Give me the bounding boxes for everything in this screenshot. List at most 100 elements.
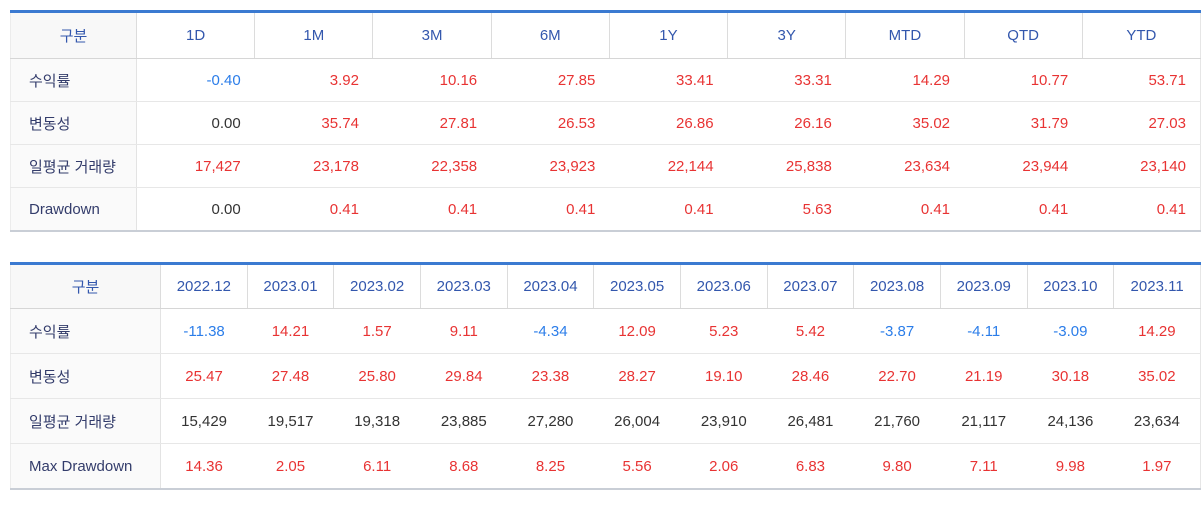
monthly-table-body: 수익률 -11.38 14.21 1.57 9.11 -4.34 12.09 5.23 5.42… <box>10 308 1201 489</box>
value-cell: 26,004 <box>593 398 681 444</box>
value-cell: 0.00 <box>211 200 241 218</box>
value-cell: 23,910 <box>680 398 768 444</box>
value-cell: 5.56 <box>622 457 652 475</box>
value-cell: 21.19 <box>940 353 1028 399</box>
value-cell: -4.11 <box>940 308 1028 354</box>
column-header: QTD <box>964 11 1083 59</box>
table-row: Max Drawdown 14.36 2.05 6.11 8.68 8.25 5.56 2.0… <box>10 443 1201 489</box>
row-label: 변동성 <box>10 353 161 399</box>
period-table-body: 수익률 -0.40 3.92 10.16 27.85 33.41 33.31 14.29 10.… <box>10 58 1201 231</box>
value-cell: 29.84 <box>420 353 508 399</box>
value-cell: 14.29 <box>845 58 965 102</box>
row-label: Drawdown <box>10 187 137 231</box>
table-row: 변동성 0.00 35.74 27.81 26.53 26.86 26.16 35.02 31.… <box>10 101 1201 145</box>
value-cell: 15,429 <box>160 398 248 444</box>
value-cell: 23,140 <box>1082 144 1201 188</box>
value-cell: 21,117 <box>940 398 1028 444</box>
value-cell: -4.34 <box>507 308 594 354</box>
value-cell: 35.74 <box>254 101 373 145</box>
column-header: 1Y <box>609 11 729 59</box>
value-cell: 5.63 <box>802 200 832 218</box>
value-cell: -11.38 <box>160 308 248 354</box>
monthly-performance-table: 구분 2022.12 2023.01 2023.02 2023.03 2023.04 202… <box>10 262 1201 490</box>
column-header: MTD <box>845 11 965 59</box>
value-cell: 2.06 <box>709 457 739 475</box>
value-cell: 19,318 <box>333 398 421 444</box>
value-cell: 23,885 <box>420 398 508 444</box>
value-cell: 33.41 <box>609 58 728 102</box>
value-cell: 23,634 <box>1113 398 1201 444</box>
value-cell: -3.87 <box>853 308 941 354</box>
column-header: 2023.09 <box>940 263 1028 309</box>
corner-header-gubun: 구분 <box>10 263 161 309</box>
column-header: 2023.10 <box>1027 263 1115 309</box>
table-row: 수익률 -11.38 14.21 1.57 9.11 -4.34 12.09 5.23 5.42… <box>10 308 1201 354</box>
value-cell: 35.02 <box>845 101 965 145</box>
column-header: 3Y <box>727 11 847 59</box>
performance-tables-panel: 구분 1D 1M 3M 6M 1Y 3Y MTD QTD YTD 수익률 -0.40 3.92 10.1… <box>10 10 1201 490</box>
value-cell: 17,427 <box>136 144 255 188</box>
value-cell: 5.42 <box>767 308 854 354</box>
value-cell: 26.16 <box>727 101 846 145</box>
value-cell: 12.09 <box>593 308 681 354</box>
value-cell: 10.16 <box>372 58 492 102</box>
value-cell: 27.81 <box>372 101 492 145</box>
value-cell: 9.11 <box>420 308 508 354</box>
column-header: 2023.08 <box>853 263 941 309</box>
column-header: 6M <box>491 11 610 59</box>
period-table-header: 구분 1D 1M 3M 6M 1Y 3Y MTD QTD YTD <box>10 11 1201 59</box>
value-cell: 6.83 <box>795 457 826 475</box>
row-label: 변동성 <box>10 101 137 145</box>
column-header: 2023.04 <box>507 263 595 309</box>
value-cell: 26.86 <box>609 101 728 145</box>
period-performance-table: 구분 1D 1M 3M 6M 1Y 3Y MTD QTD YTD 수익률 -0.40 3.92 10.1… <box>10 10 1201 232</box>
value-cell: 35.02 <box>1113 353 1201 399</box>
value-cell: 0.41 <box>684 200 714 218</box>
column-header: 1D <box>136 11 256 59</box>
value-cell: 3.92 <box>254 58 373 102</box>
value-cell: 27.48 <box>247 353 334 399</box>
row-label: 수익률 <box>10 58 137 102</box>
column-header: 2023.07 <box>767 263 855 309</box>
value-cell: 22.70 <box>853 353 941 399</box>
value-cell: 0.00 <box>136 101 255 145</box>
value-cell: 5.23 <box>680 308 768 354</box>
value-cell: 19,517 <box>247 398 334 444</box>
value-cell: 23,944 <box>964 144 1083 188</box>
value-cell: -0.40 <box>136 58 255 102</box>
table-row: 변동성 25.47 27.48 25.80 29.84 23.38 28.27 19.10 28… <box>10 353 1201 399</box>
value-cell: 27,280 <box>507 398 594 444</box>
value-cell: 2.05 <box>275 457 306 475</box>
column-header: 2023.05 <box>593 263 681 309</box>
table-row: 수익률 -0.40 3.92 10.16 27.85 33.41 33.31 14.29 10.… <box>10 58 1201 102</box>
value-cell: 0.41 <box>566 200 596 218</box>
value-cell: 0.41 <box>1039 200 1069 218</box>
column-header: YTD <box>1082 11 1201 59</box>
value-cell: 7.11 <box>969 457 998 475</box>
column-header: 3M <box>372 11 492 59</box>
row-label: 일평균 거래량 <box>10 398 161 444</box>
value-cell: 31.79 <box>964 101 1083 145</box>
corner-header-gubun: 구분 <box>10 11 137 59</box>
row-label: 일평균 거래량 <box>10 144 137 188</box>
value-cell: 10.77 <box>964 58 1083 102</box>
value-cell: 14.21 <box>247 308 334 354</box>
value-cell: 14.36 <box>185 457 223 475</box>
value-cell: 23,634 <box>845 144 965 188</box>
value-cell: 33.31 <box>727 58 846 102</box>
row-label: Max Drawdown <box>10 443 161 489</box>
table-row: Drawdown 0.00 0.41 0.41 0.41 0.41 5.63 0.41 0.41… <box>10 187 1201 231</box>
column-header: 1M <box>254 11 374 59</box>
value-cell: 0.41 <box>920 200 951 218</box>
value-cell: 1.57 <box>333 308 421 354</box>
value-cell: 23,923 <box>491 144 610 188</box>
value-cell: 21,760 <box>853 398 941 444</box>
value-cell: 28.46 <box>767 353 854 399</box>
value-cell: 53.71 <box>1082 58 1201 102</box>
value-cell: 27.03 <box>1082 101 1201 145</box>
value-cell: 19.10 <box>680 353 768 399</box>
value-cell: 8.25 <box>535 457 566 475</box>
value-cell: 23,178 <box>254 144 373 188</box>
value-cell: 25.80 <box>333 353 421 399</box>
value-cell: 0.41 <box>1156 200 1186 218</box>
